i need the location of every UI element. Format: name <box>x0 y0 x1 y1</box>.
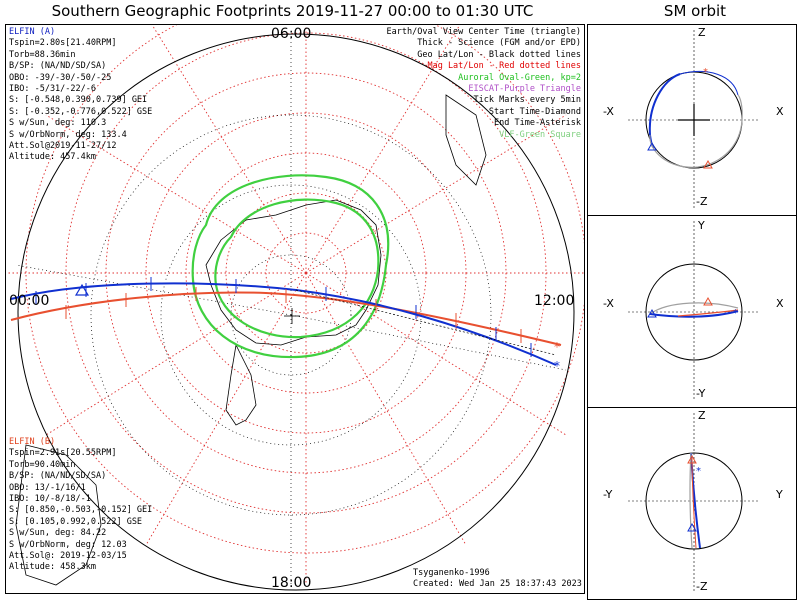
sm-xy-bottom-label: -Y <box>696 387 706 400</box>
elfin-b-line: S w/OrbNorm, deg: 12.03 <box>9 539 127 550</box>
sm-xz-left-label: -X <box>603 105 614 118</box>
elfin-b-ticks <box>65 287 522 343</box>
sm-panel-xy: * Y -Y -X X <box>587 215 797 408</box>
elfin-a-line: S w/Sun, deg: 110.3 <box>9 118 107 129</box>
sm-yz-top-label: Z <box>698 409 706 422</box>
elfin-a-line: IBO: -5/31/-22/-6 <box>9 84 96 95</box>
elfin-b-line: B/SP: (NA/ND/SD/SA) <box>9 471 107 482</box>
elfin-a-end-asterisk: * <box>554 359 560 373</box>
sm-xy-left-label: -X <box>603 297 614 310</box>
legend-item: Thick - Science (FGM and/or EPD) <box>417 38 581 49</box>
elfin-b-line: S w/Sun, deg: 84.22 <box>9 528 107 539</box>
credits-author: Tsyganenko-1996 <box>413 568 490 578</box>
sm-xz-top-label: Z <box>698 26 706 39</box>
time-label-top: 06:00 <box>271 26 312 42</box>
elfin-a-center-triangle <box>74 283 90 296</box>
svg-text:*: * <box>696 466 701 477</box>
plot-title: Southern Geographic Footprints 2019-11-2… <box>51 2 534 20</box>
elfin-a-geo-footprint <box>295 289 557 356</box>
sm-panel-xz: * Z -Z -X X <box>587 24 797 216</box>
elfin-a-line: Att.Sol@2019-11-27/12 <box>9 141 117 152</box>
legend-item: Auroral Oval-Green, kp=2 <box>458 72 581 83</box>
elfin-a-line: B/SP: (NA/ND/SD/SA) <box>9 61 107 72</box>
elfin-a-line: Torb=88.36min <box>9 49 76 60</box>
elfin-b-name: ELFIN (B) <box>9 437 56 447</box>
antarctica-coastline <box>205 199 382 346</box>
elfin-a-line: OBO: -39/-30/-50/-25 <box>9 72 112 83</box>
sm-xz-right-label: X <box>776 105 784 118</box>
sm-xy-right-label: X <box>776 297 784 310</box>
svg-text:*: * <box>733 308 738 319</box>
elfin-a-name: ELFIN (A) <box>9 27 56 37</box>
time-label-bottom: 18:00 <box>271 575 312 591</box>
footprint-map-panel: * * 06:00 00:00 12:00 18:00 ELFIN (A) Ts… <box>5 24 585 594</box>
credits: Tsyganenko-1996 Created: Wed Jan 25 18:3… <box>413 568 582 591</box>
sm-xz-bottom-label: -Z <box>696 195 708 208</box>
elfin-b-line: Att.Sol@: 2019-12-03/15 <box>9 551 127 562</box>
elfin-b-line: S: [0.850,-0.503,-0.152] GEI <box>9 505 153 516</box>
legend-item: Earth/Oval View Center Time (triangle) <box>386 27 581 37</box>
elfin-b-line: OBO: 13/-1/16/1 <box>9 482 86 493</box>
south-america-tip <box>225 343 257 426</box>
credits-created: Created: Wed Jan 25 18:37:43 2023 <box>413 579 582 590</box>
sm-yz-right-label: Y <box>776 488 783 501</box>
elfin-b-line: Torb=90.40min <box>9 459 76 470</box>
elfin-a-line: Altitude: 457.4km <box>9 152 96 163</box>
legend-item: Tick Marks every 5min <box>473 95 581 106</box>
polar-map: * * <box>6 25 584 591</box>
sm-panel-yz: * Z -Z -Y Y <box>587 407 797 600</box>
elfin-b-line: IBO: 10/-8/18/-1 <box>9 494 91 505</box>
legend-item: EISCAT-Purple Triangle <box>468 84 581 95</box>
elfin-a-ticks <box>35 277 532 357</box>
time-label-left: 00:00 <box>9 293 50 309</box>
time-label-right: 12:00 <box>534 293 575 309</box>
legend-item: Start Time-Diamond <box>488 106 581 117</box>
mag-grid <box>6 25 584 585</box>
elfin-a-line: S: [-0.548,0.390,0.739] GEI <box>9 95 148 106</box>
sm-xy-top-label: Y <box>698 219 705 232</box>
svg-text:*: * <box>703 67 708 78</box>
elfin-a-line: S: [-0.352,-0.776,0.522] GSE <box>9 106 153 117</box>
elfin-a-line: Tspin=2.80s[21.40RPM] <box>9 38 117 49</box>
elfin-b-info: ELFIN (B) Tspin=2.91s[20.55RPM] Torb=90.… <box>9 437 152 574</box>
australia-outline <box>15 444 102 586</box>
legend-item: Mag Lat/Lon - Red dotted lines <box>427 61 581 72</box>
sm-yz-bottom-label: -Z <box>696 580 708 593</box>
elfin-b-line: Altitude: 458.3km <box>9 562 96 573</box>
elfin-b-line: S: [0.105,0.992,0.522] GSE <box>9 516 143 527</box>
legend-item: VLF-Green Square <box>499 129 581 140</box>
elfin-a-info: ELFIN (A) Tspin=2.80s[21.40RPM] Torb=88.… <box>9 27 152 164</box>
elfin-b-line: Tspin=2.91s[20.55RPM] <box>9 448 117 459</box>
sm-orbit-title: SM orbit <box>663 2 727 20</box>
earth-limb <box>17 33 575 591</box>
legend-item: Geo Lat/Lon - Black dotted lines <box>417 49 581 60</box>
legend: Earth/Oval View Center Time (triangle) T… <box>387 27 581 141</box>
auroral-oval <box>191 174 390 359</box>
elfin-b-end-asterisk: * <box>554 340 560 354</box>
africa-tip <box>445 94 487 186</box>
sm-yz-left-label: -Y <box>603 488 613 501</box>
elfin-a-line: S w/OrbNorm, deg: 133.4 <box>9 129 127 140</box>
legend-item: End Time-Asterisk <box>494 118 581 129</box>
